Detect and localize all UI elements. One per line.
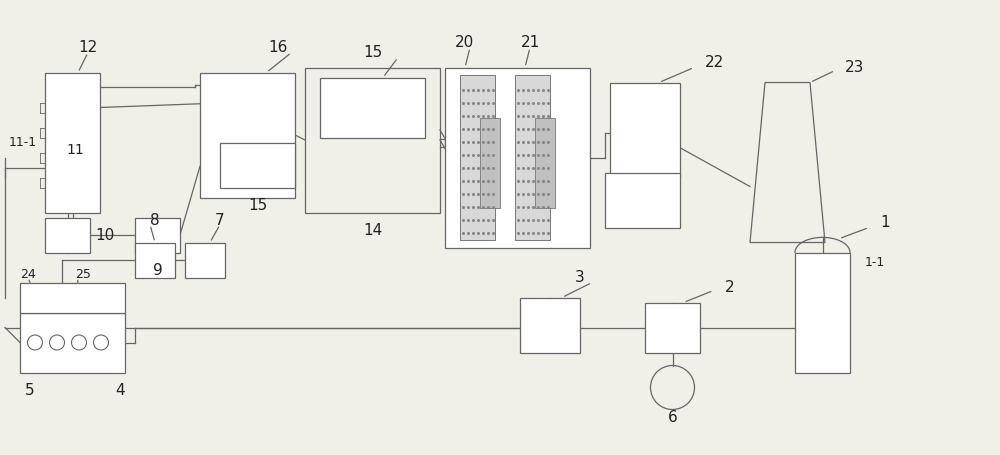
Text: 1-1: 1-1 bbox=[865, 256, 885, 269]
Text: 22: 22 bbox=[705, 55, 725, 70]
Bar bbox=[460, 76, 495, 239]
Text: 11: 11 bbox=[66, 142, 84, 157]
Bar bbox=[20, 313, 125, 373]
Bar bbox=[305, 67, 440, 212]
Bar bbox=[535, 117, 555, 207]
Bar bbox=[480, 117, 500, 207]
Text: 10: 10 bbox=[95, 228, 115, 243]
Bar bbox=[135, 217, 180, 253]
Text: 11-1: 11-1 bbox=[9, 136, 37, 149]
Text: 24: 24 bbox=[20, 268, 36, 281]
Bar bbox=[185, 243, 225, 278]
Text: 3: 3 bbox=[575, 270, 585, 285]
Text: 2: 2 bbox=[725, 280, 735, 295]
Bar bbox=[320, 77, 425, 137]
Text: 20: 20 bbox=[455, 35, 475, 50]
Text: 9: 9 bbox=[153, 263, 162, 278]
Text: 21: 21 bbox=[520, 35, 540, 50]
Bar bbox=[610, 82, 680, 177]
Bar bbox=[645, 303, 700, 353]
Bar bbox=[20, 283, 125, 313]
Text: 16: 16 bbox=[268, 40, 287, 55]
Text: 8: 8 bbox=[150, 213, 160, 228]
Text: 1: 1 bbox=[880, 215, 890, 230]
Text: 5: 5 bbox=[25, 383, 35, 398]
Text: 12: 12 bbox=[78, 40, 97, 55]
Bar bbox=[200, 72, 295, 197]
Text: 15: 15 bbox=[248, 198, 267, 213]
Text: 14: 14 bbox=[363, 223, 382, 238]
Bar bbox=[45, 217, 90, 253]
Bar bbox=[520, 298, 580, 353]
Text: 6: 6 bbox=[668, 410, 677, 425]
Bar bbox=[135, 243, 175, 278]
Bar bbox=[795, 253, 850, 373]
Bar bbox=[45, 72, 100, 212]
Bar bbox=[605, 172, 680, 228]
Text: 4: 4 bbox=[115, 383, 125, 398]
Text: 25: 25 bbox=[75, 268, 91, 281]
Bar bbox=[220, 142, 295, 187]
Text: 23: 23 bbox=[845, 60, 865, 75]
Bar bbox=[515, 76, 550, 239]
Text: 7: 7 bbox=[215, 213, 225, 228]
Bar bbox=[445, 67, 590, 248]
Text: 15: 15 bbox=[363, 45, 382, 60]
